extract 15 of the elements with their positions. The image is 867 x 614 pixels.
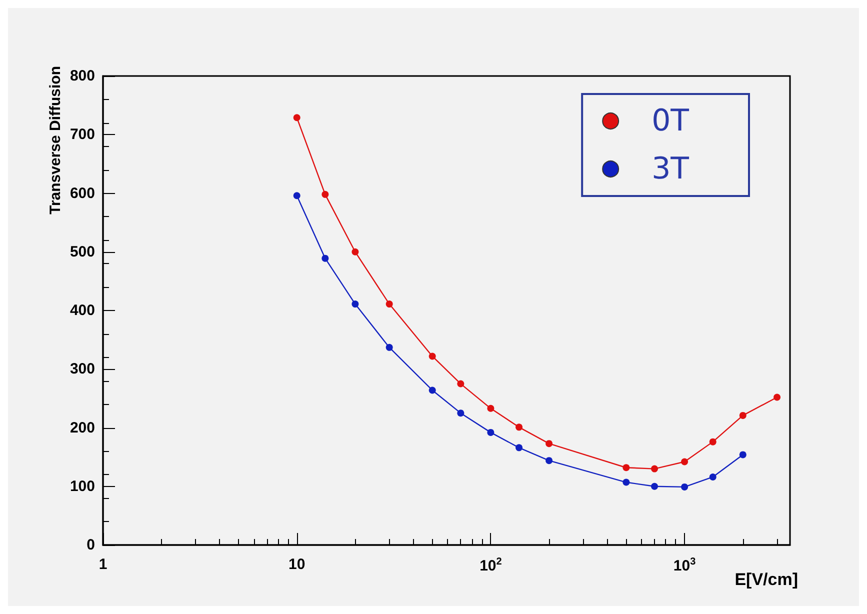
x-axis-title: E[V/cm] [734, 570, 798, 589]
legend-label: 0T [652, 104, 690, 138]
y-tick-label: 500 [70, 243, 95, 260]
y-tick-label: 300 [70, 360, 95, 378]
y-tick-label: 800 [70, 68, 95, 84]
y-tick-label: 700 [70, 126, 95, 144]
legend-label: 3T [652, 152, 690, 186]
y-tick-label: 600 [70, 184, 95, 202]
x-tick-label: 1 [98, 556, 108, 573]
y-tick-label: 400 [70, 302, 95, 319]
x-tick-label: 10 [288, 556, 306, 573]
y-tick-label: 0 [86, 536, 95, 554]
y-axis-title: Transverse Diffusion [47, 66, 64, 214]
y-tick-label: 200 [70, 419, 95, 436]
y-tick-label: 100 [70, 478, 95, 495]
